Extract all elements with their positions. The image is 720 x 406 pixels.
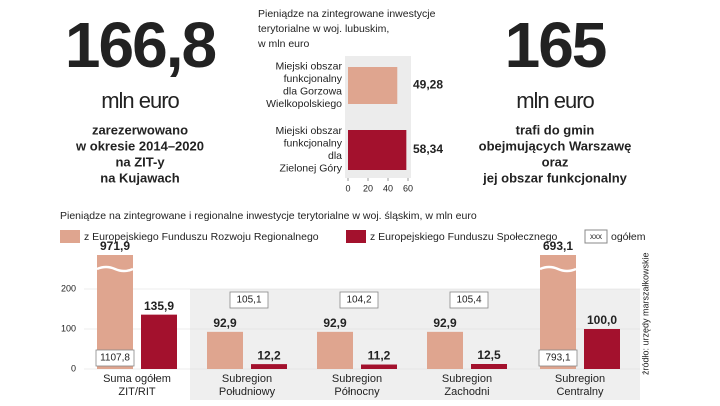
source: źródło: urzędy marszałkowskie [640,252,650,375]
x-tick-label: ZIT/RIT [118,386,156,398]
bar [427,331,463,369]
x-tick-label: 40 [383,183,393,193]
value-label: 12,5 [477,348,501,362]
highlight-value: 166,8 [65,9,216,81]
chart-title: Pieniądze na zintegrowane i regionalne i… [60,210,477,222]
bar [348,67,398,104]
x-tick-label: 20 [363,183,373,193]
value-label: 135,9 [144,299,174,313]
total-box [95,349,135,367]
bar [471,364,507,369]
bar [141,314,177,369]
category-label: Miejski obszar [275,61,342,73]
highlight-description: jej obszar funkcjonalny [482,170,628,185]
x-tick-label: Zachodni [444,386,489,398]
legend-total-box [584,229,608,244]
legend-swatch [60,230,80,243]
x-tick-label: Północny [334,386,380,398]
x-tick-label: Suma ogółem [103,373,171,385]
highlight-value: 165 [505,9,606,81]
legend-total-sample: xxx [590,232,602,241]
highlight-description: w okresie 2014–2020 [75,138,204,153]
value-label: 92,9 [433,316,457,330]
total-label: 105,4 [456,295,481,306]
legend-label: z Europejskiego Funduszu Rozwoju Regiona… [84,231,319,243]
bar [207,331,243,369]
legend-label: z Europejskiego Funduszu Społecznego [370,231,558,243]
chart-title: terytorialne w woj. lubuskim, [258,23,389,35]
bar [584,329,620,369]
total-label: 104,2 [346,295,371,306]
x-tick-label: Subregion [442,373,492,385]
value-label: 12,2 [257,348,281,362]
legend-swatch [346,230,366,243]
category-label: Zielonej Góry [280,163,343,175]
x-tick-label: 0 [345,183,350,193]
category-label: Miejski obszar [275,125,342,137]
highlight-unit: mln euro [516,88,594,113]
category-label: Wielkopolskiego [266,98,342,110]
bar [361,364,397,369]
category-label: dla [328,150,342,162]
highlight-description: zarezerwowano [92,122,188,137]
total-box [538,349,578,367]
x-tick-label: Subregion [332,373,382,385]
highlight-unit: mln euro [101,88,179,113]
value-label: 971,9 [100,239,130,253]
chart-title: w mln euro [257,38,310,50]
total-box [449,291,489,309]
bar [348,130,407,170]
highlight-description: na Kujawach [100,170,180,185]
total-label: 793,1 [545,353,570,364]
bar [317,331,353,369]
axis-break [539,265,577,273]
y-tick-label: 0 [71,363,76,373]
total-label: 1107,8 [100,353,130,364]
x-tick-label: 60 [403,183,413,193]
highlight-description: oraz [542,154,569,169]
highlight-description: obejmujących Warszawę [479,138,632,153]
x-tick-label: Centralny [556,386,604,398]
bar [251,364,287,369]
total-box [229,291,269,309]
y-tick-label: 100 [61,323,76,333]
value-label: 11,2 [368,349,391,363]
category-label: dla Gorzowa [283,86,342,98]
value-label: 49,28 [413,78,443,92]
category-label: funkcjonalny [284,138,343,150]
legend-total-label: ogółem [611,231,646,243]
highlight-description: trafi do gmin [516,122,595,137]
y-tick-label: 200 [61,283,76,293]
value-label: 58,34 [413,142,443,156]
category-label: funkcjonalny [284,73,343,85]
value-label: 693,1 [543,239,573,253]
value-label: 92,9 [213,316,237,330]
x-tick-label: Subregion [555,373,605,385]
total-box [339,291,379,309]
axis-break [96,265,134,273]
value-label: 100,0 [587,313,617,327]
value-label: 92,9 [323,316,347,330]
total-label: 105,1 [236,295,261,306]
x-tick-label: Subregion [222,373,272,385]
chart-title: Pieniądze na zintegrowane inwestycje [258,8,436,20]
highlight-description: na ZIT-y [115,154,165,169]
x-tick-label: Południowy [219,386,276,398]
